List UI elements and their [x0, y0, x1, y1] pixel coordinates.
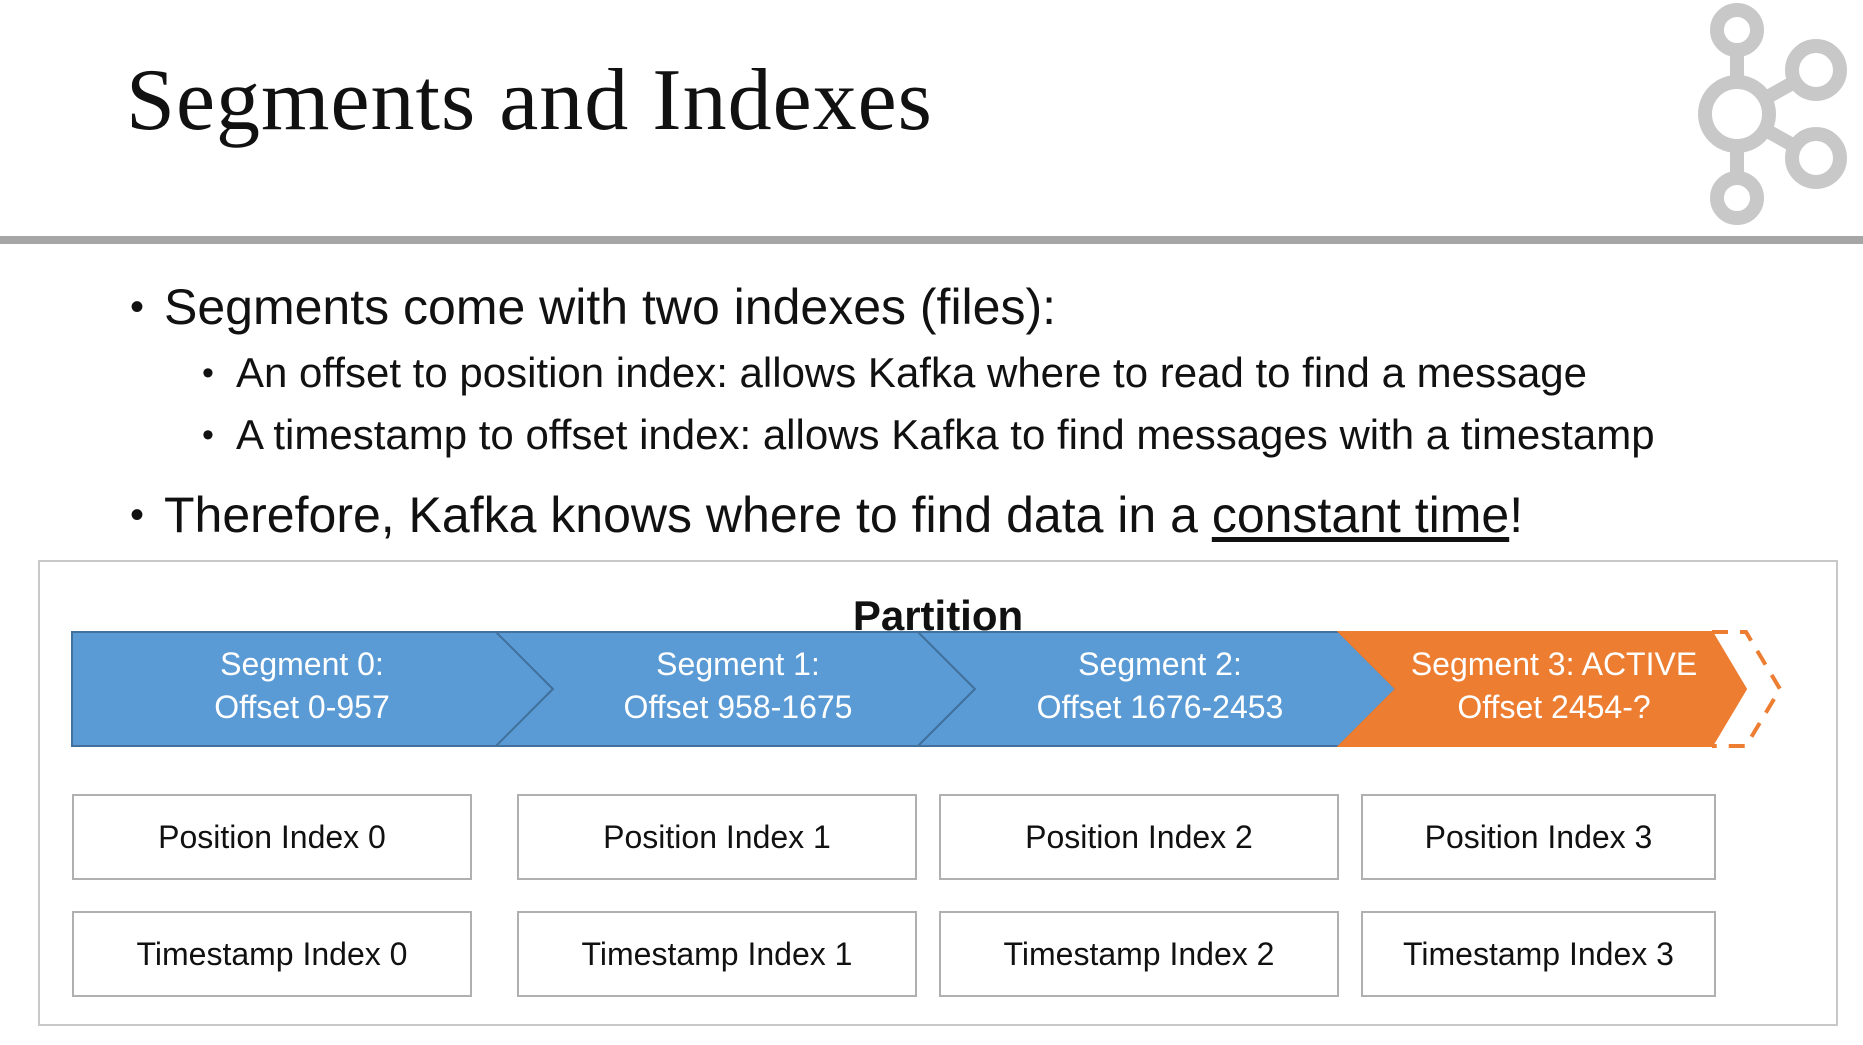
position-index-2-box: Position Index 2 [939, 794, 1339, 880]
bullet-item: • Segments come with two indexes (files)… [126, 272, 1826, 342]
sub-bullet-item: • An offset to position index: allows Ka… [126, 342, 1826, 404]
sub-bullet-text: An offset to position index: allows Kafk… [236, 349, 1588, 396]
segment-1-offset: Offset 958-1675 [624, 689, 853, 725]
bullet-dot-icon: • [202, 416, 214, 454]
position-index-1-box: Position Index 1 [517, 794, 917, 880]
position-index-0-box: Position Index 0 [72, 794, 472, 880]
timestamp-index-3-box: Timestamp Index 3 [1361, 911, 1716, 997]
segment-2-label: Segment 2: [1078, 646, 1242, 682]
bullet-list: • Segments come with two indexes (files)… [126, 272, 1826, 550]
slide-title: Segments and Indexes [126, 52, 933, 149]
segment-3-offset: Offset 2454-? [1457, 689, 1650, 725]
sub-bullet-item: • A timestamp to offset index: allows Ka… [126, 404, 1826, 466]
bullet-text: Segments come with two indexes (files): [164, 279, 1057, 335]
bullet-text: Therefore, Kafka knows where to find dat… [164, 487, 1212, 543]
sub-bullet-text: A timestamp to offset index: allows Kafk… [236, 411, 1655, 458]
segment-2-offset: Offset 1676-2453 [1037, 689, 1284, 725]
segment-3-dashed-outline [1712, 630, 1783, 748]
kafka-logo-icon [1698, 3, 1847, 225]
segment-1-label: Segment 1: [656, 646, 820, 682]
position-index-3-box: Position Index 3 [1361, 794, 1716, 880]
bullet-item: • Therefore, Kafka knows where to find d… [126, 480, 1826, 550]
bullet-dot-icon: • [202, 354, 214, 392]
timestamp-index-0-box: Timestamp Index 0 [72, 911, 472, 997]
underlined-emphasis: constant time [1211, 487, 1510, 543]
segment-0-label: Segment 0: [220, 646, 384, 682]
timestamp-index-1-box: Timestamp Index 1 [517, 911, 917, 997]
bullet-dot-icon: • [130, 285, 145, 329]
bullet-text-end: ! [1509, 487, 1524, 543]
segment-0-offset: Offset 0-957 [214, 689, 390, 725]
timestamp-index-2-box: Timestamp Index 2 [939, 911, 1339, 997]
title-divider [0, 236, 1863, 244]
segment-3-label: Segment 3: ACTIVE [1411, 646, 1697, 682]
partition-diagram: Partition Segment 0: Offset 0-957 Segmen… [38, 560, 1838, 1026]
bullet-dot-icon: • [130, 493, 145, 537]
segment-arrow-bar: Segment 0: Offset 0-957 Segment 1: Offse… [71, 630, 1783, 748]
